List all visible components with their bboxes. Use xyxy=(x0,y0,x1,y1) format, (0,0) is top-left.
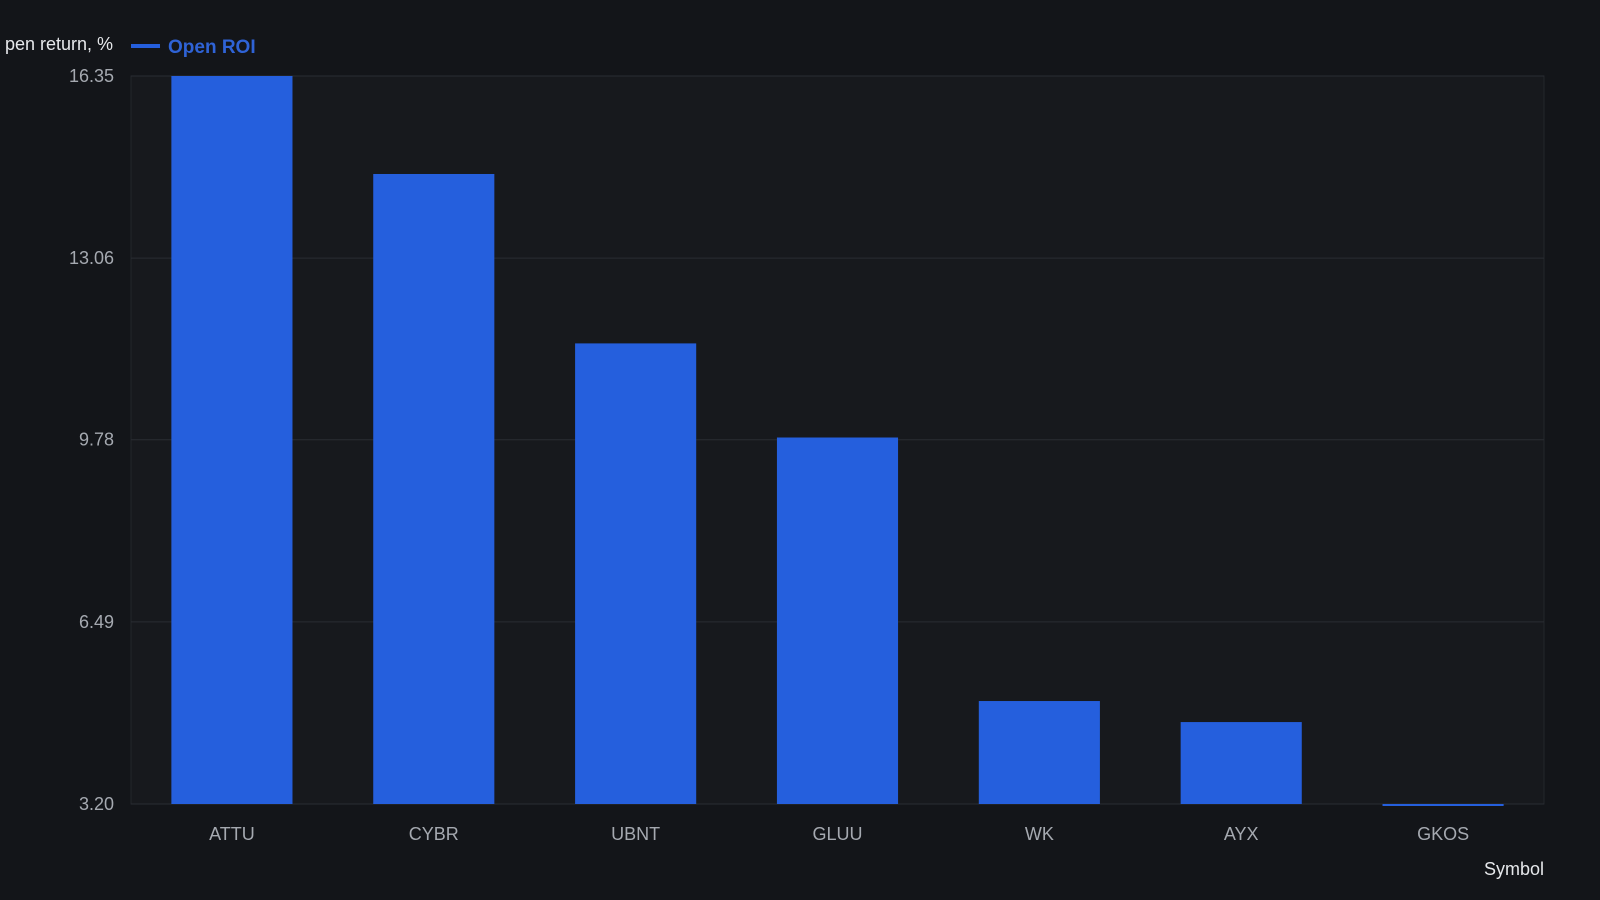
y-axis-title: pen return, % xyxy=(5,34,113,54)
bar-ubnt[interactable] xyxy=(575,343,697,804)
x-axis-title: Symbol xyxy=(1484,859,1544,879)
x-tick-label: GLUU xyxy=(812,824,862,844)
bar-gkos[interactable] xyxy=(1382,804,1504,806)
bar-wk[interactable] xyxy=(978,701,1100,804)
bar-attu[interactable] xyxy=(171,76,293,804)
y-tick-label: 3.20 xyxy=(79,794,114,814)
bar-cybr[interactable] xyxy=(373,173,495,804)
legend[interactable]: Open ROI xyxy=(131,37,256,58)
y-axis-ticks: 16.35 13.06 9.78 6.49 3.20 xyxy=(69,66,114,814)
x-tick-label: AYX xyxy=(1224,824,1259,844)
x-tick-label: CYBR xyxy=(409,824,459,844)
x-tick-label: WK xyxy=(1025,824,1054,844)
bar-gluu[interactable] xyxy=(776,437,899,804)
legend-label[interactable]: Open ROI xyxy=(168,37,256,58)
y-tick-label: 13.06 xyxy=(69,248,114,268)
x-tick-label: UBNT xyxy=(611,824,660,844)
y-tick-label: 6.49 xyxy=(79,612,114,632)
y-tick-label: 9.78 xyxy=(79,430,114,450)
bars xyxy=(171,76,1504,806)
y-tick-label: 16.35 xyxy=(69,66,114,86)
x-axis-ticks: ATTU CYBR UBNT GLUU WK AYX GKOS xyxy=(209,824,1469,844)
bar-ayx[interactable] xyxy=(1180,722,1302,804)
x-tick-label: GKOS xyxy=(1417,824,1469,844)
x-tick-label: ATTU xyxy=(209,824,255,844)
